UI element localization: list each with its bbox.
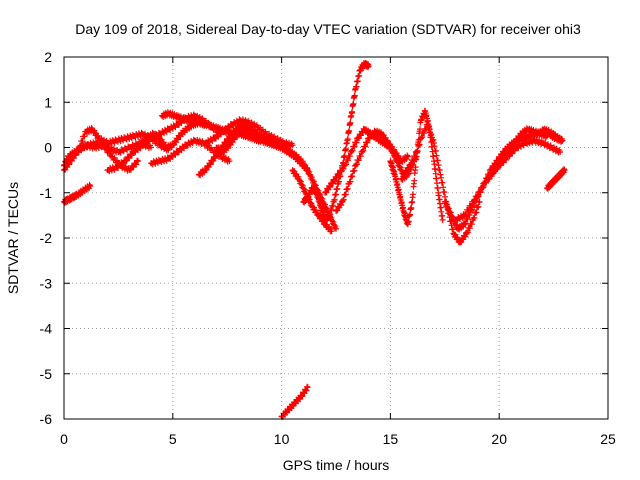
x-tick-label: 15 <box>383 431 399 447</box>
y-tick-label: 1 <box>44 94 52 110</box>
y-tick-label: -3 <box>40 275 53 291</box>
x-tick-label: 0 <box>60 431 68 447</box>
y-tick-label: -1 <box>40 185 53 201</box>
x-tick-label: 5 <box>169 431 177 447</box>
y-tick-label: 2 <box>44 49 52 65</box>
series-arc-d <box>61 181 94 206</box>
grid-layer <box>64 57 608 419</box>
y-tick-label: -6 <box>40 411 53 427</box>
y-tick-label: -4 <box>40 321 53 337</box>
series-arc-r <box>398 121 483 246</box>
series-arc-u <box>485 125 551 183</box>
x-tick-label: 20 <box>491 431 507 447</box>
y-axis-label: SDTVAR / TECUs <box>5 182 21 294</box>
series-arc-v-markers <box>544 166 568 192</box>
series-arc-m <box>289 167 335 235</box>
series-arc-v <box>544 166 568 192</box>
series-arc-r-markers <box>398 121 483 246</box>
series-arc-m-markers <box>289 167 335 235</box>
series-arc-p <box>333 127 411 214</box>
series-arc-j-markers <box>202 116 296 150</box>
x-tick-label: 25 <box>600 431 616 447</box>
series-arc-w <box>539 125 566 145</box>
chart-title: Day 109 of 2018, Sidereal Day-to-day VTE… <box>75 21 581 37</box>
series-arc-q <box>387 107 446 228</box>
series-arc-d-markers <box>61 181 94 206</box>
x-axis-label: GPS time / hours <box>283 457 390 473</box>
series-arc-w-markers <box>539 125 566 145</box>
series-arc-p-markers <box>333 127 411 214</box>
data-layer <box>61 60 568 420</box>
y-tick-label: -2 <box>40 230 53 246</box>
y-tick-label: 0 <box>44 140 52 156</box>
x-tick-label: 10 <box>274 431 290 447</box>
series-arc-u-markers <box>485 125 551 183</box>
series-arc-q-markers <box>387 107 446 228</box>
series-arc-j <box>202 116 296 150</box>
tick-layer: 0 5 10 15 20 25 -6 -5 -4 -3 -2 -1 0 1 2 <box>40 49 616 447</box>
y-tick-label: -5 <box>40 366 53 382</box>
series-arc-x-markers <box>278 383 311 420</box>
series-arc-x <box>278 383 311 420</box>
